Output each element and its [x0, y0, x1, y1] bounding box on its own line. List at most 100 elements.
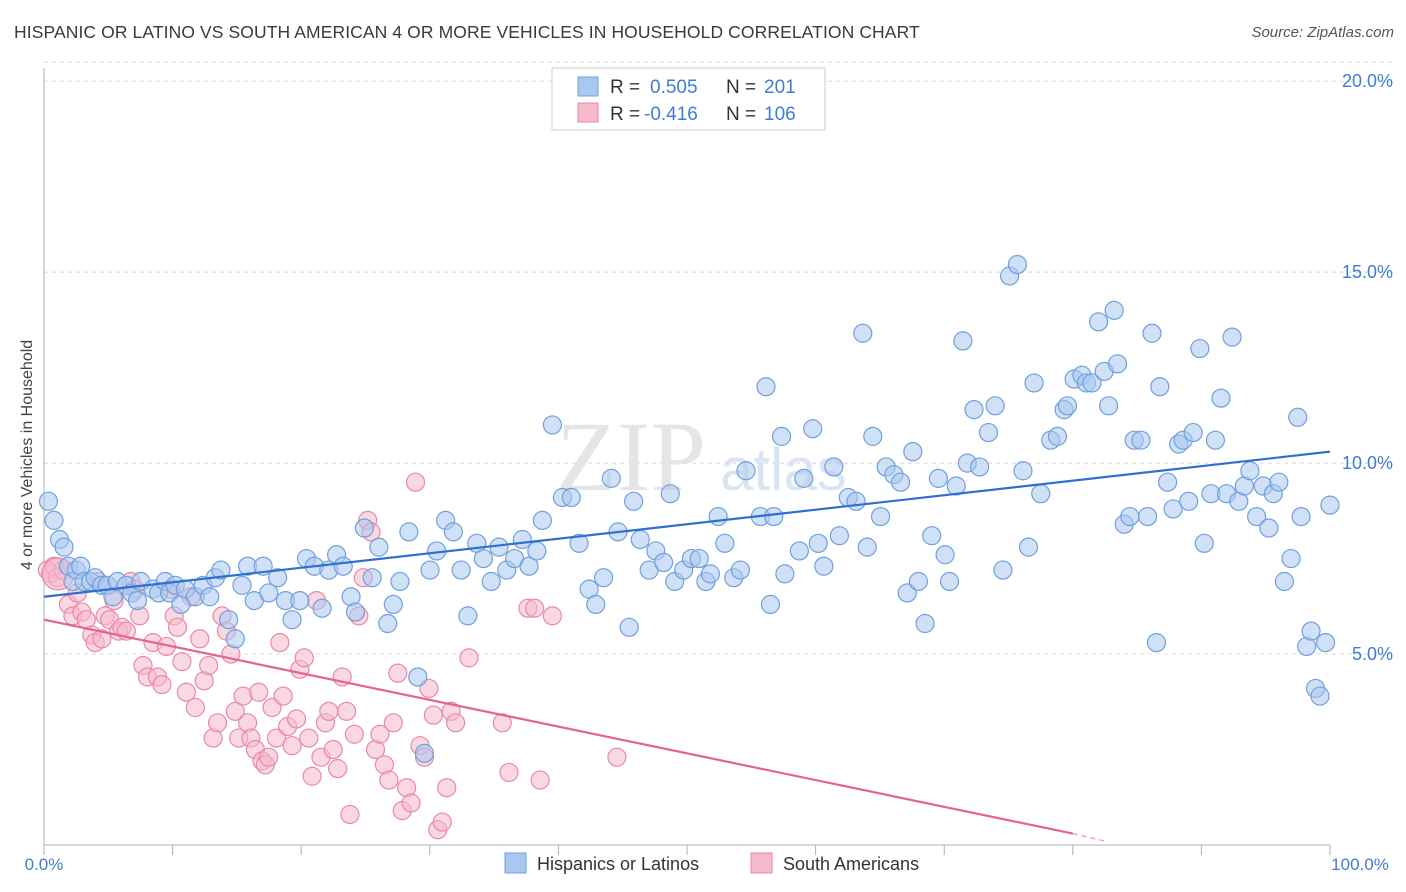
hispanics-point [1150, 377, 1170, 397]
hispanics-point [853, 323, 873, 343]
hispanics-point [390, 571, 410, 592]
hispanics-point [345, 602, 366, 622]
hispanics-point [953, 331, 973, 351]
hispanics-point [700, 564, 720, 584]
south-americans-point [524, 598, 545, 618]
south-americans-point [344, 724, 364, 744]
hispanics-point [1107, 354, 1128, 374]
hispanics-point [1183, 422, 1203, 443]
south-americans-point [432, 812, 452, 832]
south-americans-point [499, 762, 519, 783]
south-americans-point [492, 713, 512, 733]
hispanics-point [1057, 396, 1078, 416]
hispanics-point [1146, 632, 1167, 653]
hispanics-point [708, 506, 728, 527]
hispanics-point [399, 522, 419, 542]
hispanics-point [1120, 506, 1140, 527]
legend-r-value-1: 0.505 [650, 77, 698, 98]
series-hispanics [38, 254, 1340, 763]
hispanics-point [1104, 300, 1124, 320]
hispanics-point [408, 667, 428, 687]
south-americans-point [282, 736, 302, 756]
trend-line-south-americans [43, 618, 1074, 835]
south-americans-point [262, 697, 282, 718]
hispanics-point [519, 556, 539, 576]
south-americans-point [294, 648, 314, 668]
source-label: Source: ZipAtlas.com [1251, 24, 1394, 41]
legend-n-value-2: 106 [764, 104, 796, 125]
hispanics-point [736, 461, 756, 481]
hispanics-point [282, 610, 302, 630]
south-americans-point [383, 713, 403, 733]
hispanics-point [532, 510, 552, 530]
bottom-legend: Hispanics or Latinos South Americans [504, 852, 919, 874]
hispanics-point [527, 541, 547, 561]
south-americans-point [225, 701, 245, 721]
hispanics-point [764, 506, 784, 527]
hispanics-point [569, 533, 589, 553]
hispanics-point [1089, 312, 1109, 332]
hispanics-point [378, 613, 398, 634]
watermark: ZIP atlas [556, 401, 847, 512]
hispanics-point [458, 606, 478, 626]
hispanics-point [624, 491, 644, 511]
hispanics-point [1281, 548, 1301, 569]
south-americans-point [299, 728, 319, 748]
y-tick-labels: 5.0% 10.0% 15.0% 20.0% [1342, 71, 1393, 664]
legend-r-value-2: -0.416 [644, 104, 698, 125]
hispanics-point [1301, 621, 1321, 641]
hispanics-point [1179, 491, 1199, 511]
hispanics-point [1190, 338, 1210, 359]
south-americans-point [459, 648, 479, 668]
south-americans-point [176, 682, 196, 702]
hispanics-point [803, 419, 823, 439]
south-americans-point [336, 701, 357, 721]
hispanics-point [730, 560, 750, 580]
south-americans-point [190, 629, 210, 649]
south-americans-point [437, 778, 457, 798]
hispanics-point [1315, 632, 1336, 653]
hispanics-point [451, 560, 471, 580]
hispanics-point [1007, 254, 1027, 275]
hispanics-point [232, 575, 252, 595]
hispanics-point [1137, 506, 1158, 527]
south-americans-point [302, 766, 322, 786]
hispanics-point [890, 472, 911, 492]
south-americans-point [270, 632, 290, 653]
hispanics-point [1013, 461, 1033, 481]
south-americans-point [530, 770, 550, 790]
south-americans-point [405, 472, 426, 492]
hispanics-point [354, 518, 374, 538]
trend-line-hispanics [43, 450, 1331, 598]
hispanics-point [829, 526, 850, 546]
south-americans-point [286, 709, 307, 729]
hispanics-point [897, 583, 917, 603]
hispanics-point [1240, 461, 1260, 481]
hispanics-point [259, 583, 279, 603]
hispanics-point [630, 529, 650, 550]
hispanics-point [312, 598, 332, 618]
hispanics-point [1082, 373, 1102, 393]
hispanics-point [586, 594, 606, 615]
hispanics-point [1320, 495, 1340, 515]
hispanics-point [481, 571, 501, 592]
legend-r-label-2: R = [610, 104, 640, 125]
hispanics-point [369, 537, 389, 557]
south-americans-point [446, 713, 466, 733]
hispanics-point [1099, 396, 1119, 416]
x-tick-label-max: 100.0% [1331, 855, 1389, 874]
hispanics-point [794, 468, 814, 488]
hispanics-point [985, 396, 1005, 416]
trend-lines [43, 450, 1331, 842]
hispanics-point [922, 526, 942, 546]
hispanics-point [420, 560, 440, 580]
hispanics-point [290, 590, 310, 611]
hispanics-point [969, 457, 990, 477]
hispanics-point [225, 629, 245, 649]
south-americans-point [233, 686, 253, 706]
hispanics-point [200, 587, 220, 607]
hispanics-point [915, 613, 935, 634]
hispanics-point [760, 594, 781, 615]
south-americans-point [419, 678, 439, 699]
south-americans-point [607, 747, 627, 767]
